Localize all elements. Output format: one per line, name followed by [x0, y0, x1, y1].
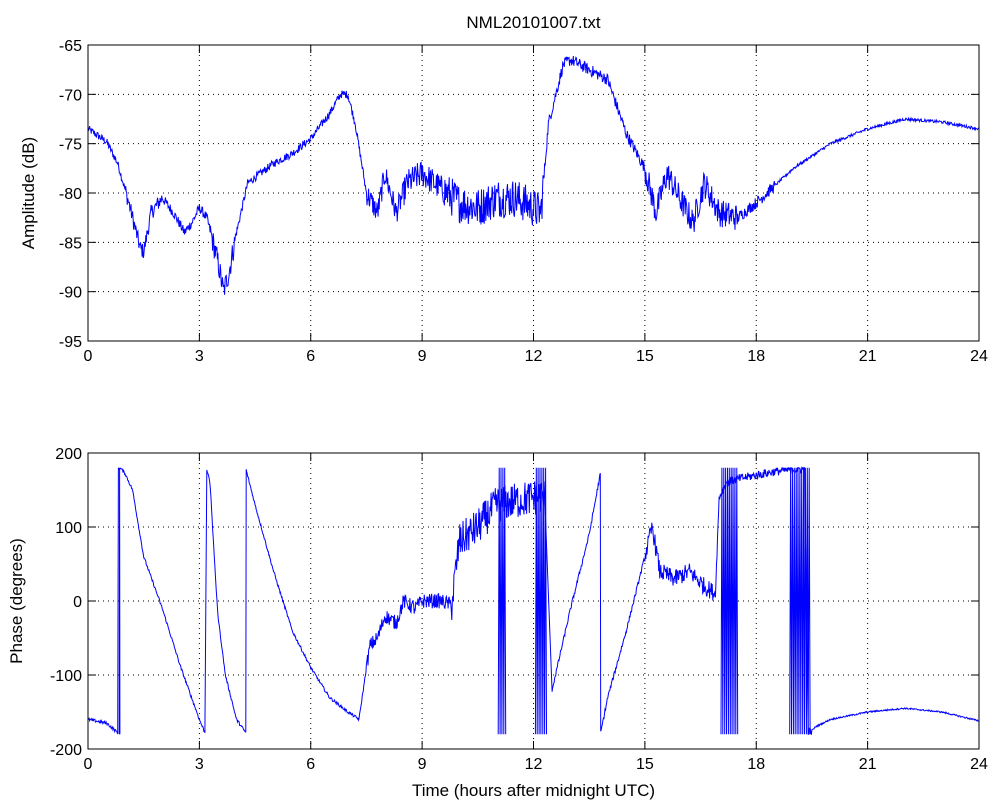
x-tick-label: 3 [195, 348, 204, 365]
y-tick-label: 0 [73, 594, 82, 611]
y-tick-label: -200 [50, 742, 82, 759]
series-line [87, 466, 980, 736]
y-tick-label: 200 [55, 446, 82, 463]
x-tick-label: 12 [525, 348, 543, 365]
y-tick-label: 100 [55, 520, 82, 537]
chart-title: NML20101007.txt [466, 13, 600, 32]
x-tick-label: 21 [859, 348, 877, 365]
x-tick-label: 15 [636, 348, 654, 365]
amplitude-panel: 0 3 6 9 12 15 18 21 24 -95 -90 -85 -80 -75 -70 -65 NML20… [19, 13, 988, 365]
x-tick-label: 24 [970, 756, 988, 773]
y-tick-label: -95 [59, 334, 82, 351]
y-tick-label: -90 [59, 285, 82, 302]
x-tick-label: 12 [525, 756, 543, 773]
phase-wrap-spikes [118, 467, 121, 735]
x-tick-label: 0 [84, 756, 93, 773]
x-tick-label: 6 [306, 756, 315, 773]
x-tick-label: 24 [970, 348, 988, 365]
x-tick-label: 6 [306, 348, 315, 365]
y-tick-label: -65 [59, 38, 82, 55]
x-tick-label: 18 [747, 348, 765, 365]
y-axis-label: Phase (degrees) [7, 538, 26, 664]
y-tick-label: -75 [59, 137, 82, 154]
phase-wrap-spikes [789, 467, 811, 735]
x-axis-label: Time (hours after midnight UTC) [412, 781, 655, 800]
x-tick-label: 18 [747, 756, 765, 773]
x-tick-label: 21 [859, 756, 877, 773]
x-tick-label: 9 [418, 348, 427, 365]
y-tick-label: -100 [50, 668, 82, 685]
phase-wrap-spikes [497, 467, 507, 735]
x-tick-label: 0 [84, 348, 93, 365]
x-tick-label: 15 [636, 756, 654, 773]
series-line [87, 55, 980, 295]
phase-wrap-spikes [720, 467, 739, 735]
y-tick-label: -70 [59, 87, 82, 104]
x-tick-label: 3 [195, 756, 204, 773]
y-axis-label: Amplitude (dB) [19, 137, 38, 249]
y-tick-label: -80 [59, 186, 82, 203]
y-tick-label: -85 [59, 235, 82, 252]
phase-wrap-spikes [534, 467, 547, 735]
phase-panel: 0 3 6 9 12 15 18 21 24 -200 -100 0 100 200 Time (hours… [7, 446, 988, 800]
x-tick-label: 9 [418, 756, 427, 773]
